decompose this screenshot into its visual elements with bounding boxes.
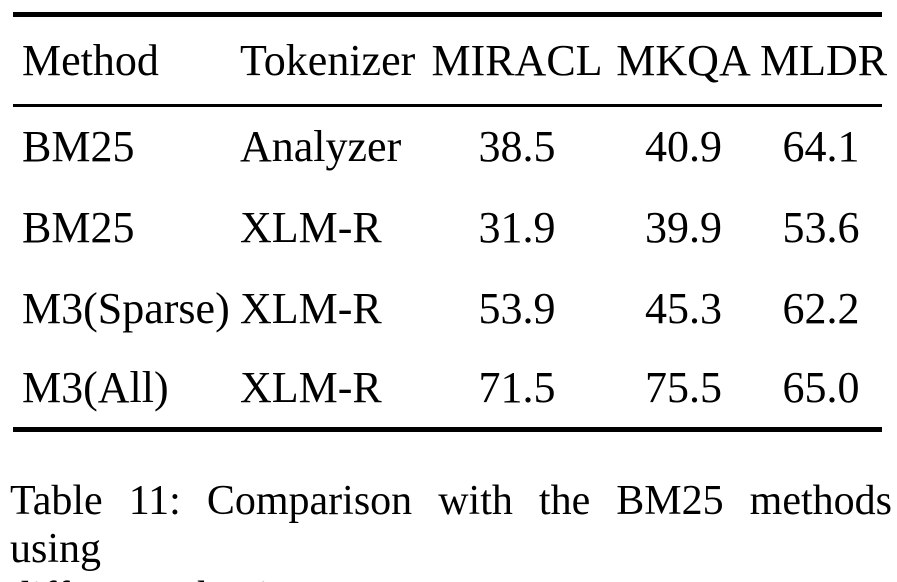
table-header: Method Tokenizer MIRACL MKQA MLDR — [13, 15, 888, 106]
method-cell: BM25 — [22, 202, 135, 252]
method-cell: BM25 — [22, 122, 135, 172]
method-cell: M3(Sparse) — [22, 283, 230, 333]
value-cell: 39.9 — [645, 202, 722, 252]
caption-line-2: different tokenizers. — [10, 573, 892, 582]
table-row: M3(All) XLM-R 71.5 75.5 65.0 — [13, 349, 882, 430]
table-body: BM25 Analyzer 38.5 40.9 64.1 BM25 XLM-R 31.9 39.… — [13, 106, 882, 430]
caption-line-1: Table 11: Comparison with the BM25 metho… — [10, 478, 892, 572]
table-header-row: Method Tokenizer MIRACL MKQA MLDR — [13, 15, 888, 106]
value-cell: 75.5 — [645, 363, 722, 413]
table-caption: Table 11: Comparison with the BM25 metho… — [10, 477, 892, 582]
method-cell: M3(All) — [22, 363, 169, 413]
column-header-tokenizer: Tokenizer — [240, 36, 416, 85]
value-cell: 53.6 — [782, 202, 860, 252]
column-header-mkqa: MKQA — [616, 36, 751, 85]
tokenizer-cell: Analyzer — [240, 122, 402, 172]
value-cell: 38.5 — [478, 122, 556, 172]
value-cell: 45.3 — [645, 283, 722, 333]
column-header-method: Method — [22, 36, 159, 85]
column-header-mldr: MLDR — [760, 36, 888, 85]
value-cell: 65.0 — [782, 363, 860, 413]
value-cell: 62.2 — [782, 283, 860, 333]
value-cell: 53.9 — [478, 283, 556, 333]
value-cell: 71.5 — [478, 363, 556, 413]
value-cell: 31.9 — [478, 202, 556, 252]
column-header-miracl: MIRACL — [431, 36, 603, 85]
value-cell: 64.1 — [782, 122, 860, 172]
tokenizer-cell: XLM-R — [240, 283, 382, 333]
table-row: BM25 XLM-R 31.9 39.9 53.6 — [13, 187, 882, 268]
table-row: M3(Sparse) XLM-R 53.9 45.3 62.2 — [13, 268, 882, 349]
table-row: BM25 Analyzer 38.5 40.9 64.1 — [13, 106, 882, 187]
tokenizer-cell: XLM-R — [240, 363, 382, 413]
tokenizer-cell: XLM-R — [240, 202, 382, 252]
results-table: Method Tokenizer MIRACL MKQA MLDR BM25 Analyz… — [13, 12, 888, 432]
value-cell: 40.9 — [645, 122, 722, 172]
